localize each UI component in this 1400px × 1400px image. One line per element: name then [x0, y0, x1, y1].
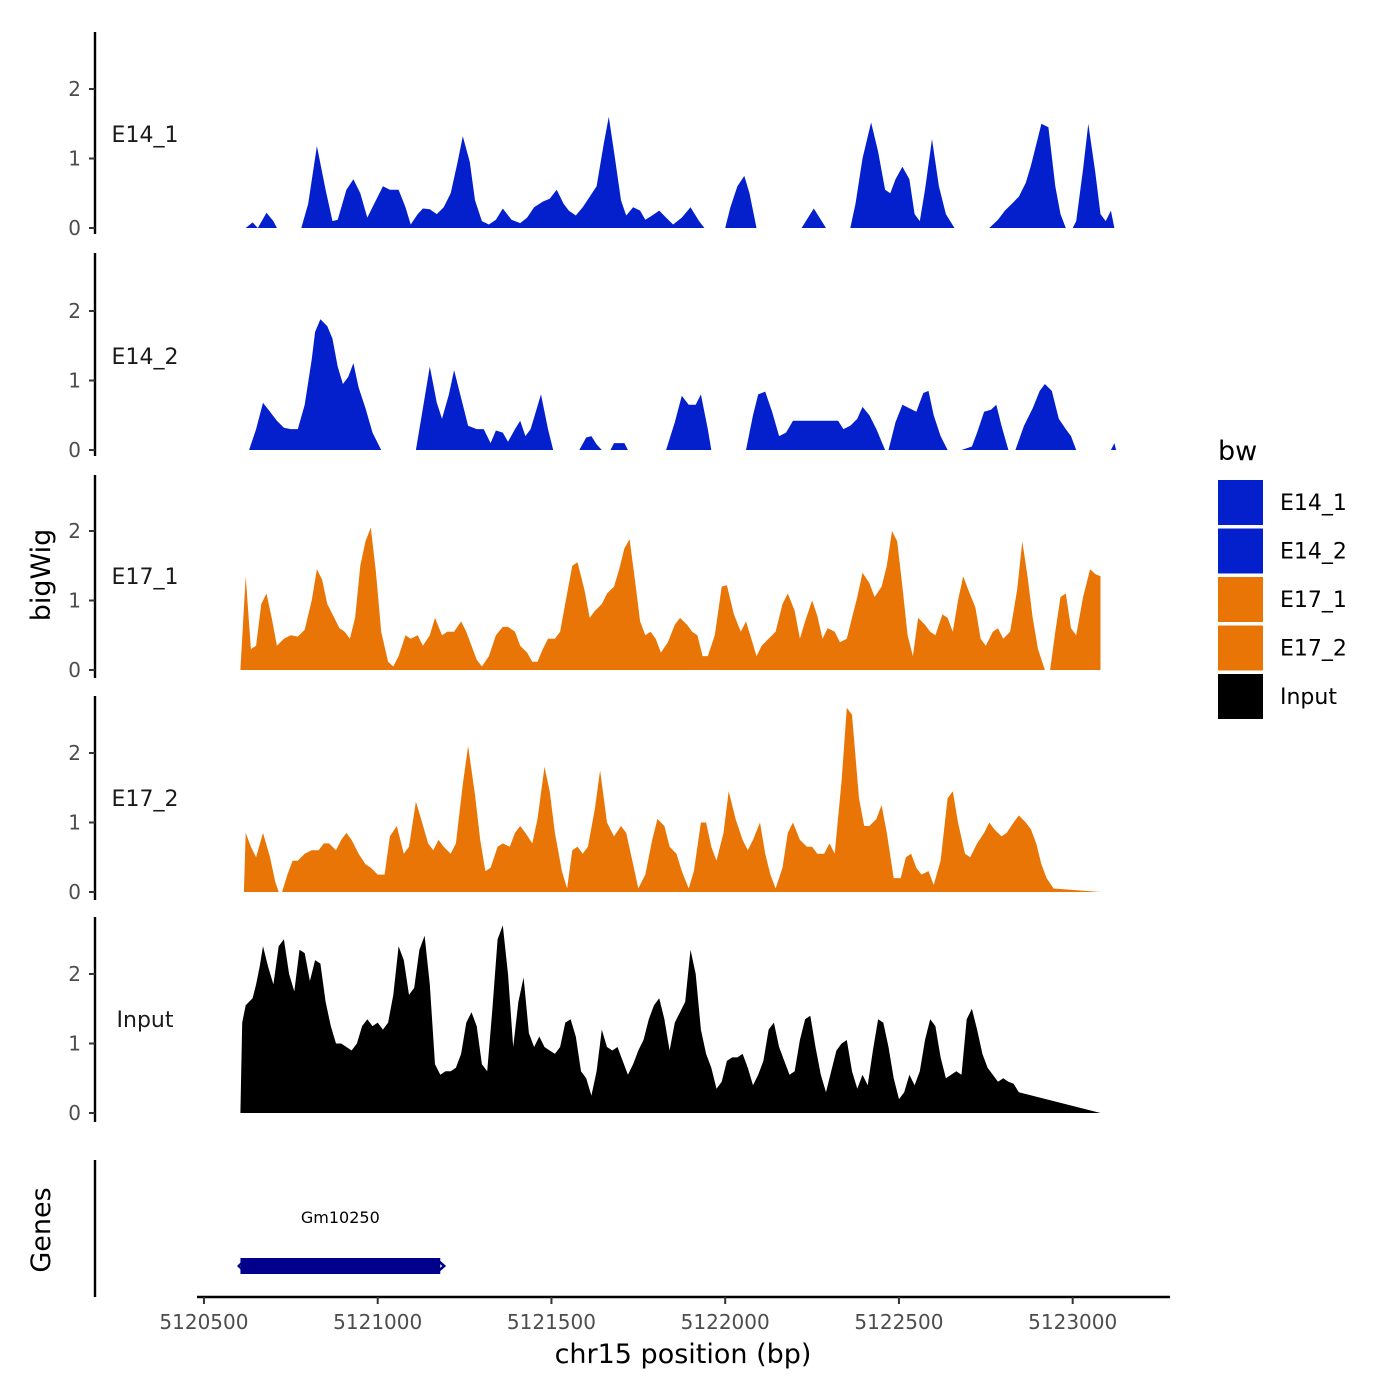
legend-swatch-Input	[1218, 674, 1263, 719]
legend-swatch-E14_2	[1218, 528, 1263, 574]
signal-area-E14_2	[610, 443, 628, 450]
legend-label-E14_1: E14_1	[1280, 491, 1347, 516]
legend-label-E14_2: E14_2	[1280, 540, 1347, 565]
legend-swatch-E17_1	[1218, 577, 1263, 622]
track-label-E14_2: E14_2	[112, 345, 179, 370]
signal-area-E14_2	[415, 366, 554, 450]
signal-area-E14_1	[245, 212, 277, 228]
y-tick-label: 1	[68, 369, 81, 393]
y-tick-label: 2	[68, 962, 81, 986]
track-E14_2: 0 1 2 E14_2	[68, 253, 1117, 462]
legend: bw E14_1 E14_2 E17_1 E17_2 Input	[1218, 436, 1347, 719]
gene-start-cap	[237, 1259, 246, 1273]
track-E17_1: 0 1 2 E17_1	[68, 475, 1101, 682]
x-tick-label: 5123000	[1028, 1310, 1117, 1334]
y-tick-label: 1	[68, 147, 81, 171]
gene-label-Gm10250: Gm10250	[301, 1208, 380, 1227]
signal-area-E14_2	[888, 390, 948, 450]
track-label-Input: Input	[117, 1008, 174, 1033]
track-E17_2: 0 1 2 E17_2	[68, 696, 1101, 904]
x-axis-title: chr15 position (bp)	[555, 1339, 812, 1370]
x-tick-label: 5122000	[681, 1310, 770, 1334]
signal-area-E17_2	[243, 832, 279, 892]
y-tick-label: 0	[68, 1101, 81, 1125]
signal-area-E17_1	[240, 527, 1045, 670]
signal-area-E17_1	[1050, 569, 1101, 670]
signal-area-E14_2	[249, 319, 382, 450]
signal-area-E14_1	[801, 208, 826, 228]
signal-area-E14_1	[989, 123, 1066, 228]
y-tick-label: 1	[68, 811, 81, 835]
gene-strand-arrow	[435, 1258, 447, 1274]
y-tick-label: 2	[68, 77, 81, 101]
x-axis: 5120500 5121000 5121500 5122000 5122500 51230…	[159, 1295, 1170, 1334]
y-tick-label: 0	[68, 880, 81, 904]
signal-area-E14_2	[961, 404, 1009, 450]
y-tick-label: 1	[68, 1032, 81, 1056]
x-tick-label: 5121500	[507, 1310, 596, 1334]
signal-area-E17_2	[282, 707, 1101, 892]
x-tick-label: 5120500	[159, 1310, 248, 1334]
legend-label-E17_2: E17_2	[1280, 637, 1347, 662]
y-tick-label: 0	[68, 658, 81, 682]
y-tick-label: 0	[68, 216, 81, 240]
signal-area-E14_1	[725, 175, 757, 228]
legend-swatch-E14_1	[1218, 480, 1263, 525]
gene-track: Gm10250	[93, 1160, 447, 1297]
x-tick-label: 5121000	[333, 1310, 422, 1334]
signal-area-E14_1	[301, 116, 705, 228]
signal-area-E14_1	[1072, 123, 1115, 228]
signal-area-E14_1	[850, 122, 955, 228]
y-tick-label: 2	[68, 741, 81, 765]
signal-area-Input	[240, 925, 1101, 1113]
track-Input: 0 1 2 Input	[68, 917, 1101, 1125]
signal-area-E14_2	[579, 436, 602, 450]
gene-body-Gm10250	[240, 1258, 441, 1274]
y-tick-label: 2	[68, 519, 81, 543]
legend-label-E17_1: E17_1	[1280, 588, 1347, 613]
signal-area-E14_2	[1015, 384, 1117, 450]
y-tick-label: 2	[68, 299, 81, 323]
legend-swatch-E17_2	[1218, 625, 1263, 671]
signal-area-E14_2	[746, 391, 886, 450]
legend-title: bw	[1218, 436, 1257, 467]
track-label-E14_1: E14_1	[112, 123, 179, 148]
signal-area-E14_2	[666, 394, 712, 450]
legend-label-Input: Input	[1280, 685, 1337, 710]
y-tick-label: 0	[68, 438, 81, 462]
track-panels: 0 1 2 E14_1 0 1 2 E14_2 0 1 2 E17_1 0 1 2 E17_2 0 1 2 Input	[68, 32, 1117, 1125]
x-tick-label: 5122500	[854, 1310, 943, 1334]
track-label-E17_1: E17_1	[112, 565, 179, 590]
track-label-E17_2: E17_2	[112, 787, 179, 812]
track-E14_1: 0 1 2 E14_1	[68, 32, 1115, 240]
gene-track-title: Genes	[26, 1187, 57, 1272]
y-tick-label: 1	[68, 589, 81, 613]
y-axis-title: bigWig	[26, 529, 57, 622]
